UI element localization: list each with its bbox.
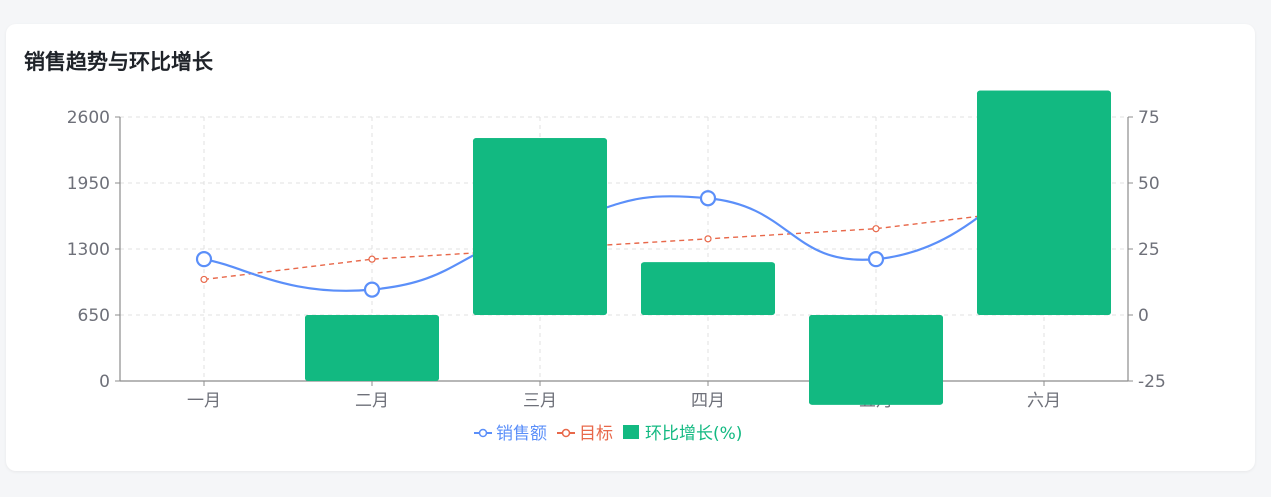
target-line (203, 207, 1045, 281)
y-right-tick-label: 0 (1138, 306, 1149, 326)
x-tick-label: 二月 (355, 391, 389, 411)
target-point-4 (704, 235, 712, 243)
x-tick-label: 六月 (1027, 391, 1061, 411)
bar-growth-overlay-2 (305, 315, 439, 381)
y-right-tick-label: 50 (1138, 174, 1160, 194)
x-tick-label: 四月 (691, 391, 725, 411)
bar-growth-overlay-6 (977, 90, 1111, 315)
bar-growth-overlay-3 (473, 138, 607, 315)
x-tick-label: 一月 (187, 391, 221, 411)
sales-point-2 (363, 281, 381, 298)
bar-growth-overlay-4 (641, 262, 775, 315)
target-point-1 (200, 275, 208, 284)
y-right-tick-label: 75 (1138, 108, 1160, 128)
y-right-tick-label: 25 (1138, 240, 1160, 260)
target-point-5 (872, 225, 880, 233)
target-point-2 (368, 255, 376, 263)
legend-label-2[interactable]: 目标 (579, 424, 613, 444)
sales-point-5 (867, 251, 885, 268)
y-left-tick-label: 650 (78, 306, 110, 326)
y-left-tick-label: 1950 (67, 174, 110, 194)
legend-label-1[interactable]: 销售额 (496, 424, 547, 444)
legend-label-3[interactable]: 环比增长(%) (645, 424, 742, 444)
legend-swatch-dot-2[interactable] (561, 428, 571, 438)
y-left-tick-label: 2600 (67, 108, 110, 128)
x-tick-label: 三月 (523, 391, 557, 411)
chart-title: 销售趋势与环比增长 (24, 50, 213, 74)
y-left-tick-label: 1300 (67, 240, 110, 260)
sales-line (203, 166, 1045, 292)
bar-growth-overlay-5 (809, 315, 943, 405)
sales-point-4 (699, 190, 717, 207)
y-left-tick-label: 0 (99, 372, 110, 392)
sales-point-1 (195, 251, 213, 268)
legend-swatch-dot-1[interactable] (478, 428, 488, 438)
legend-swatch-growth[interactable] (623, 425, 639, 439)
y-right-tick-label: -25 (1138, 372, 1166, 392)
